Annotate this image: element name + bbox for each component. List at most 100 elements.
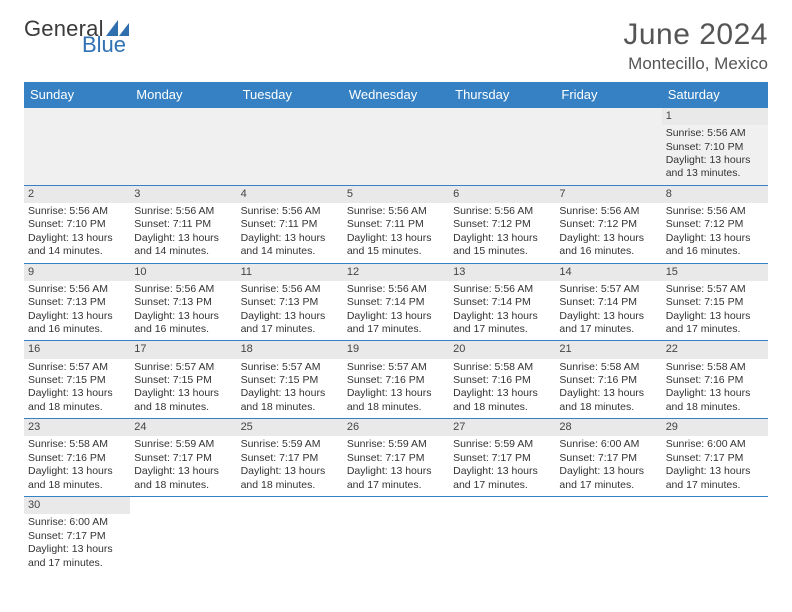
calendar-cell: 24Sunrise: 5:59 AMSunset: 7:17 PMDayligh… xyxy=(130,419,236,497)
sunrise-line: Sunrise: 5:57 AM xyxy=(134,361,232,374)
calendar-cell: 19Sunrise: 5:57 AMSunset: 7:16 PMDayligh… xyxy=(343,341,449,419)
daylight-line: Daylight: 13 hours and 17 minutes. xyxy=(347,465,445,492)
calendar-cell xyxy=(343,108,449,185)
calendar-cell xyxy=(24,108,130,185)
sunrise-line: Sunrise: 6:00 AM xyxy=(559,438,657,451)
sunrise-line: Sunrise: 6:00 AM xyxy=(666,438,764,451)
page-title: June 2024 xyxy=(623,18,768,52)
logo: GeneralBlue xyxy=(24,18,132,56)
sunset-line: Sunset: 7:14 PM xyxy=(347,296,445,309)
sunset-line: Sunset: 7:17 PM xyxy=(241,452,339,465)
sunset-line: Sunset: 7:11 PM xyxy=(241,218,339,231)
sunset-line: Sunset: 7:16 PM xyxy=(347,374,445,387)
sunset-line: Sunset: 7:11 PM xyxy=(134,218,232,231)
day-number: 14 xyxy=(555,264,661,281)
weekday-header: Wednesday xyxy=(343,82,449,108)
calendar-row: 23Sunrise: 5:58 AMSunset: 7:16 PMDayligh… xyxy=(24,419,768,497)
daylight-line: Daylight: 13 hours and 18 minutes. xyxy=(241,465,339,492)
sunset-line: Sunset: 7:16 PM xyxy=(666,374,764,387)
sunset-line: Sunset: 7:12 PM xyxy=(453,218,551,231)
sunset-line: Sunset: 7:16 PM xyxy=(28,452,126,465)
sunset-line: Sunset: 7:17 PM xyxy=(666,452,764,465)
sunset-line: Sunset: 7:16 PM xyxy=(559,374,657,387)
weekday-header: Sunday xyxy=(24,82,130,108)
sunset-line: Sunset: 7:15 PM xyxy=(241,374,339,387)
daylight-line: Daylight: 13 hours and 18 minutes. xyxy=(453,387,551,414)
day-number: 27 xyxy=(449,419,555,436)
calendar-cell: 9Sunrise: 5:56 AMSunset: 7:13 PMDaylight… xyxy=(24,263,130,341)
sunrise-line: Sunrise: 5:57 AM xyxy=(241,361,339,374)
daylight-line: Daylight: 13 hours and 18 minutes. xyxy=(347,387,445,414)
day-number: 16 xyxy=(24,341,130,358)
calendar-cell: 23Sunrise: 5:58 AMSunset: 7:16 PMDayligh… xyxy=(24,419,130,497)
sunset-line: Sunset: 7:13 PM xyxy=(241,296,339,309)
day-number: 1 xyxy=(662,108,768,125)
sunrise-line: Sunrise: 5:56 AM xyxy=(28,205,126,218)
daylight-line: Daylight: 13 hours and 17 minutes. xyxy=(347,310,445,337)
weekday-header: Thursday xyxy=(449,82,555,108)
location-label: Montecillo, Mexico xyxy=(623,54,768,74)
daylight-line: Daylight: 13 hours and 16 minutes. xyxy=(134,310,232,337)
calendar-cell: 20Sunrise: 5:58 AMSunset: 7:16 PMDayligh… xyxy=(449,341,555,419)
day-number: 26 xyxy=(343,419,449,436)
weekday-header: Saturday xyxy=(662,82,768,108)
daylight-line: Daylight: 13 hours and 16 minutes. xyxy=(559,232,657,259)
sunrise-line: Sunrise: 5:56 AM xyxy=(666,205,764,218)
daylight-line: Daylight: 13 hours and 17 minutes. xyxy=(453,310,551,337)
calendar-cell: 18Sunrise: 5:57 AMSunset: 7:15 PMDayligh… xyxy=(237,341,343,419)
calendar-cell xyxy=(662,497,768,574)
sunrise-line: Sunrise: 5:56 AM xyxy=(453,205,551,218)
calendar-cell: 17Sunrise: 5:57 AMSunset: 7:15 PMDayligh… xyxy=(130,341,236,419)
daylight-line: Daylight: 13 hours and 17 minutes. xyxy=(559,310,657,337)
calendar-cell: 10Sunrise: 5:56 AMSunset: 7:13 PMDayligh… xyxy=(130,263,236,341)
calendar-cell xyxy=(130,108,236,185)
day-number: 15 xyxy=(662,264,768,281)
weekday-header: Friday xyxy=(555,82,661,108)
calendar-cell: 3Sunrise: 5:56 AMSunset: 7:11 PMDaylight… xyxy=(130,185,236,263)
day-number: 9 xyxy=(24,264,130,281)
sunset-line: Sunset: 7:17 PM xyxy=(453,452,551,465)
sunrise-line: Sunrise: 5:56 AM xyxy=(241,205,339,218)
day-number: 17 xyxy=(130,341,236,358)
day-number: 5 xyxy=(343,186,449,203)
header-bar: GeneralBlue June 2024 Montecillo, Mexico xyxy=(24,18,768,74)
calendar-cell: 5Sunrise: 5:56 AMSunset: 7:11 PMDaylight… xyxy=(343,185,449,263)
weekday-header-row: Sunday Monday Tuesday Wednesday Thursday… xyxy=(24,82,768,108)
sunset-line: Sunset: 7:17 PM xyxy=(559,452,657,465)
day-number: 24 xyxy=(130,419,236,436)
calendar-cell xyxy=(130,497,236,574)
day-number: 10 xyxy=(130,264,236,281)
sunrise-line: Sunrise: 5:57 AM xyxy=(666,283,764,296)
calendar-cell: 12Sunrise: 5:56 AMSunset: 7:14 PMDayligh… xyxy=(343,263,449,341)
sunset-line: Sunset: 7:10 PM xyxy=(666,141,764,154)
day-number: 20 xyxy=(449,341,555,358)
day-number: 29 xyxy=(662,419,768,436)
sunrise-line: Sunrise: 5:56 AM xyxy=(134,205,232,218)
calendar-row: 2Sunrise: 5:56 AMSunset: 7:10 PMDaylight… xyxy=(24,185,768,263)
sunrise-line: Sunrise: 5:57 AM xyxy=(28,361,126,374)
sunrise-line: Sunrise: 5:58 AM xyxy=(559,361,657,374)
day-number: 3 xyxy=(130,186,236,203)
weekday-header: Tuesday xyxy=(237,82,343,108)
sunset-line: Sunset: 7:17 PM xyxy=(134,452,232,465)
calendar-cell: 8 Sunrise: 5:56 AMSunset: 7:12 PMDaylight… xyxy=(662,185,768,263)
sunset-line: Sunset: 7:13 PM xyxy=(134,296,232,309)
sunset-line: Sunset: 7:13 PM xyxy=(28,296,126,309)
calendar-cell: 27Sunrise: 5:59 AMSunset: 7:17 PMDayligh… xyxy=(449,419,555,497)
daylight-line: Daylight: 13 hours and 14 minutes. xyxy=(241,232,339,259)
sunset-line: Sunset: 7:12 PM xyxy=(559,218,657,231)
sunrise-line: Sunrise: 5:59 AM xyxy=(241,438,339,451)
daylight-line: Daylight: 13 hours and 18 minutes. xyxy=(666,387,764,414)
sunset-line: Sunset: 7:16 PM xyxy=(453,374,551,387)
calendar-cell: 11Sunrise: 5:56 AMSunset: 7:13 PMDayligh… xyxy=(237,263,343,341)
day-number: 8 xyxy=(662,186,768,203)
sunrise-line: Sunrise: 5:56 AM xyxy=(559,205,657,218)
calendar-row: 16Sunrise: 5:57 AMSunset: 7:15 PMDayligh… xyxy=(24,341,768,419)
calendar-cell xyxy=(449,108,555,185)
logo-text-blue: Blue xyxy=(82,34,132,56)
sunrise-line: Sunrise: 5:56 AM xyxy=(28,283,126,296)
calendar-cell xyxy=(343,497,449,574)
calendar-row: 9Sunrise: 5:56 AMSunset: 7:13 PMDaylight… xyxy=(24,263,768,341)
daylight-line: Daylight: 13 hours and 16 minutes. xyxy=(666,232,764,259)
sunset-line: Sunset: 7:12 PM xyxy=(666,218,764,231)
